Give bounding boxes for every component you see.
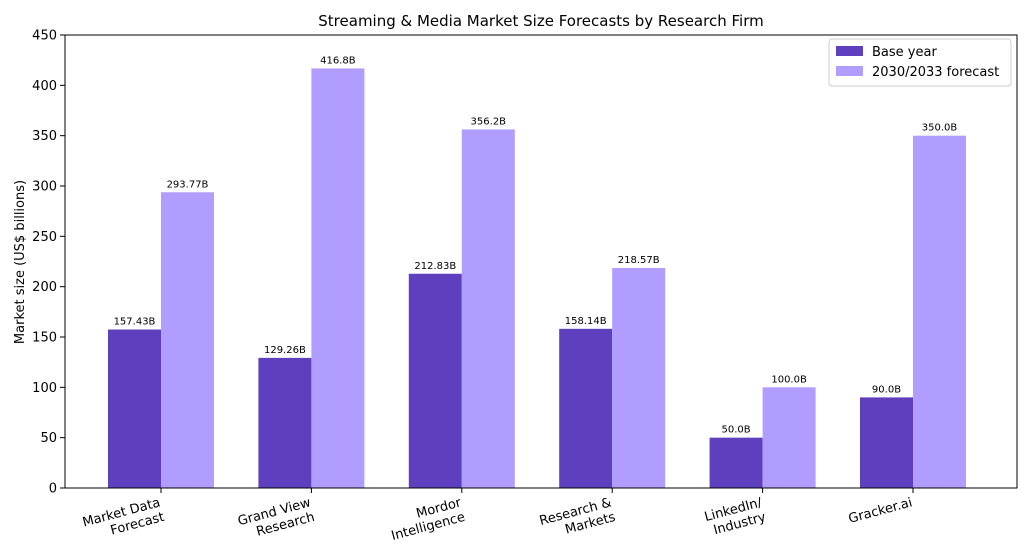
bar-value-label: 293.77B bbox=[167, 179, 209, 190]
bar-value-label: 90.0B bbox=[872, 384, 901, 395]
bar-value-label: 350.0B bbox=[922, 123, 958, 134]
bar-value-label: 416.8B bbox=[320, 55, 356, 66]
bars: 157.43B 293.77B 129.26B 416.8B 212.83B 356.2B… bbox=[108, 55, 966, 489]
x-tick-label: Market DataForecast bbox=[81, 495, 166, 545]
legend-swatch-forecast bbox=[836, 66, 863, 76]
y-axis-label: Market size (US$ billions) bbox=[13, 180, 28, 344]
x-tick-label: Grand ViewResearch bbox=[236, 495, 316, 543]
bar-forecast bbox=[161, 192, 214, 488]
x-tick-label: MordorIntelligence bbox=[386, 495, 467, 544]
y-tick-label: 100 bbox=[32, 381, 57, 396]
y-tick-label: 350 bbox=[32, 129, 57, 144]
y-tick-label: 0 bbox=[49, 482, 57, 497]
y-axis: 0 50 100 150 200 250 300 350 400 450 bbox=[32, 29, 65, 497]
legend: Base year 2030/2033 forecast bbox=[828, 38, 1012, 87]
x-tick-label: Research &Markets bbox=[538, 495, 617, 543]
y-tick-label: 300 bbox=[32, 180, 57, 195]
bar-value-label: 50.0B bbox=[722, 425, 751, 436]
y-tick-label: 450 bbox=[32, 29, 57, 44]
bar-value-label: 212.83B bbox=[414, 261, 456, 272]
bar-value-label: 100.0B bbox=[771, 374, 807, 385]
x-axis: Market DataForecast Grand ViewResearch Mor… bbox=[81, 488, 914, 545]
y-tick-label: 50 bbox=[40, 431, 57, 446]
bar-forecast bbox=[762, 387, 816, 488]
bar-value-label: 356.2B bbox=[471, 116, 507, 127]
bar-base-year bbox=[559, 328, 613, 488]
y-tick-label: 250 bbox=[32, 230, 57, 245]
y-tick-label: 150 bbox=[32, 331, 57, 346]
bar-base-year bbox=[108, 329, 161, 488]
x-tick-label-line: Gracker.ai bbox=[847, 495, 914, 526]
bar-base-year bbox=[709, 437, 763, 488]
plot-frame bbox=[64, 34, 1018, 489]
chart-title: Streaming & Media Market Size Forecasts … bbox=[318, 12, 763, 30]
y-tick-label: 400 bbox=[32, 79, 57, 94]
bar-base-year bbox=[408, 273, 462, 488]
y-tick-label: 200 bbox=[32, 280, 57, 295]
legend-label-base-year: Base year bbox=[872, 45, 937, 60]
bar-forecast bbox=[311, 68, 365, 489]
bar-base-year bbox=[258, 357, 312, 488]
bar-value-label: 129.26B bbox=[264, 345, 306, 356]
bar-value-label: 158.14B bbox=[565, 316, 607, 327]
legend-swatch-base-year bbox=[836, 46, 863, 56]
bar-forecast bbox=[913, 135, 966, 488]
bar-forecast bbox=[612, 267, 666, 488]
bar-value-label: 218.57B bbox=[618, 255, 660, 266]
legend-label-forecast: 2030/2033 forecast bbox=[872, 65, 999, 80]
x-tick-label: LinkedIn/Industry bbox=[703, 495, 768, 539]
bar-forecast bbox=[461, 129, 515, 488]
bar-value-label: 157.43B bbox=[114, 317, 156, 328]
bar-base-year bbox=[860, 397, 913, 488]
x-tick-label: Gracker.ai bbox=[847, 495, 914, 526]
